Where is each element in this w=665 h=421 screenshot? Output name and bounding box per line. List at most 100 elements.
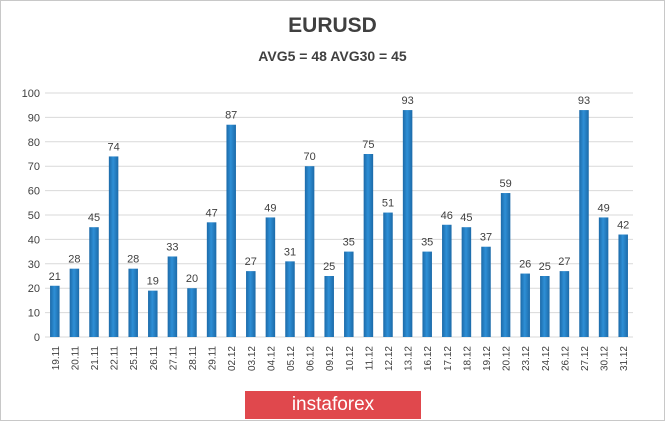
bar-04.12 — [265, 217, 276, 337]
data-label: 42 — [617, 220, 629, 232]
x-tick-label: 26.12 — [560, 346, 571, 371]
x-tick-label: 19.12 — [482, 346, 493, 371]
bar-27.11 — [167, 256, 178, 337]
data-label: 59 — [499, 178, 511, 190]
bar-21.11 — [89, 227, 99, 337]
data-label: 27 — [558, 256, 570, 268]
data-label: 93 — [578, 95, 590, 107]
x-tick-label: 23.12 — [521, 346, 532, 371]
bar-16.12 — [422, 251, 432, 337]
bar-26.12 — [559, 271, 570, 337]
bar-09.12 — [324, 276, 334, 337]
y-tick-label: 100 — [22, 88, 40, 100]
x-tick-label: 16.12 — [423, 346, 434, 371]
bar-26.11 — [148, 290, 158, 337]
bar-25.11 — [128, 268, 138, 337]
x-tick-label: 20.11 — [70, 346, 81, 371]
y-tick-label: 60 — [28, 186, 40, 198]
data-label: 51 — [382, 198, 394, 210]
data-labels: 21 28 45 74 28 19 33 20 47 87 27 49 31 70 25 35 75 51 93 35… — [49, 95, 630, 288]
bar-20.12 — [500, 193, 511, 337]
x-tick-label: 11.12 — [364, 346, 375, 371]
x-tick-label: 24.12 — [541, 346, 552, 371]
data-label: 33 — [166, 241, 178, 253]
bar-02.12 — [226, 124, 236, 337]
x-tick-label: 12.12 — [384, 346, 395, 371]
data-label: 26 — [519, 259, 531, 271]
bar-06.12 — [304, 166, 315, 337]
data-label: 31 — [284, 246, 296, 258]
x-tick-label: 27.11 — [168, 346, 179, 371]
bar-19.12 — [481, 246, 491, 337]
data-label: 28 — [68, 254, 80, 266]
bar-17.12 — [442, 224, 452, 337]
bar-05.12 — [285, 261, 295, 337]
data-label: 49 — [597, 202, 609, 214]
x-tick-label: 09.12 — [325, 346, 336, 371]
data-label: 19 — [147, 276, 159, 288]
chart-subtitle: AVG5 = 48 AVG30 = 45 — [258, 48, 407, 64]
bar-31.12 — [618, 234, 628, 337]
x-tick-label: 19.11 — [51, 346, 62, 371]
data-label: 74 — [107, 141, 119, 153]
bar-03.12 — [246, 271, 256, 337]
data-label: 70 — [303, 151, 315, 163]
data-label: 75 — [362, 139, 374, 151]
y-tick-label: 30 — [28, 259, 40, 271]
x-tick-label: 31.12 — [619, 346, 630, 371]
y-tick-label: 90 — [28, 112, 40, 124]
bar-23.12 — [520, 273, 530, 337]
x-tick-label: 26.11 — [149, 346, 160, 371]
y-tick-label: 20 — [28, 283, 40, 295]
x-tick-label: 06.12 — [306, 346, 317, 371]
x-tick-label: 30.12 — [600, 346, 611, 371]
x-axis-ticks: 19.11 20.11 21.11 22.11 25.11 26.11 27.11 28.11… — [51, 346, 630, 371]
bar-18.12 — [461, 227, 472, 337]
chart-title: EURUSD — [288, 14, 377, 37]
data-label: 21 — [49, 271, 61, 283]
x-tick-label: 05.12 — [286, 346, 297, 371]
bar-30.12 — [598, 217, 609, 337]
data-label: 35 — [343, 237, 355, 249]
x-tick-label: 20.12 — [502, 346, 513, 371]
x-tick-label: 10.12 — [345, 346, 356, 371]
data-label: 87 — [225, 110, 237, 122]
x-tick-label: 18.12 — [462, 346, 473, 371]
bar-12.12 — [383, 212, 393, 337]
x-tick-label: 27.12 — [580, 346, 591, 371]
y-axis-ticks: 0 10 20 30 40 50 60 70 80 90 100 — [22, 88, 40, 344]
x-tick-label: 28.11 — [188, 346, 199, 371]
bar-11.12 — [363, 154, 374, 337]
x-tick-label: 17.12 — [443, 346, 454, 371]
data-label: 27 — [245, 256, 257, 268]
bar-13.12 — [402, 110, 413, 337]
x-tick-label: 13.12 — [404, 346, 415, 371]
y-tick-label: 40 — [28, 234, 40, 246]
bar-22.11 — [108, 156, 119, 337]
gridlines — [45, 92, 633, 338]
bar-29.11 — [206, 222, 217, 337]
x-tick-label: 25.11 — [129, 346, 140, 371]
y-tick-label: 80 — [28, 137, 40, 149]
y-tick-label: 0 — [34, 332, 40, 344]
y-tick-label: 70 — [28, 161, 40, 173]
bars — [50, 110, 628, 337]
data-label: 45 — [460, 212, 472, 224]
bar-27.12 — [579, 110, 589, 337]
data-label: 49 — [264, 202, 276, 214]
x-tick-label: 29.11 — [208, 346, 219, 371]
data-label: 20 — [186, 273, 198, 285]
data-label: 93 — [401, 95, 413, 107]
instaforex-logo: instaforex — [245, 391, 421, 419]
data-label: 45 — [88, 212, 100, 224]
x-tick-label: 02.12 — [227, 346, 238, 371]
data-label: 37 — [480, 232, 492, 244]
x-tick-label: 22.11 — [110, 346, 121, 371]
data-label: 46 — [441, 210, 453, 222]
x-tick-label: 04.12 — [266, 346, 277, 371]
y-tick-label: 10 — [28, 308, 40, 320]
bar-24.12 — [540, 276, 550, 337]
data-label: 35 — [421, 237, 433, 249]
bar-28.11 — [187, 288, 197, 337]
